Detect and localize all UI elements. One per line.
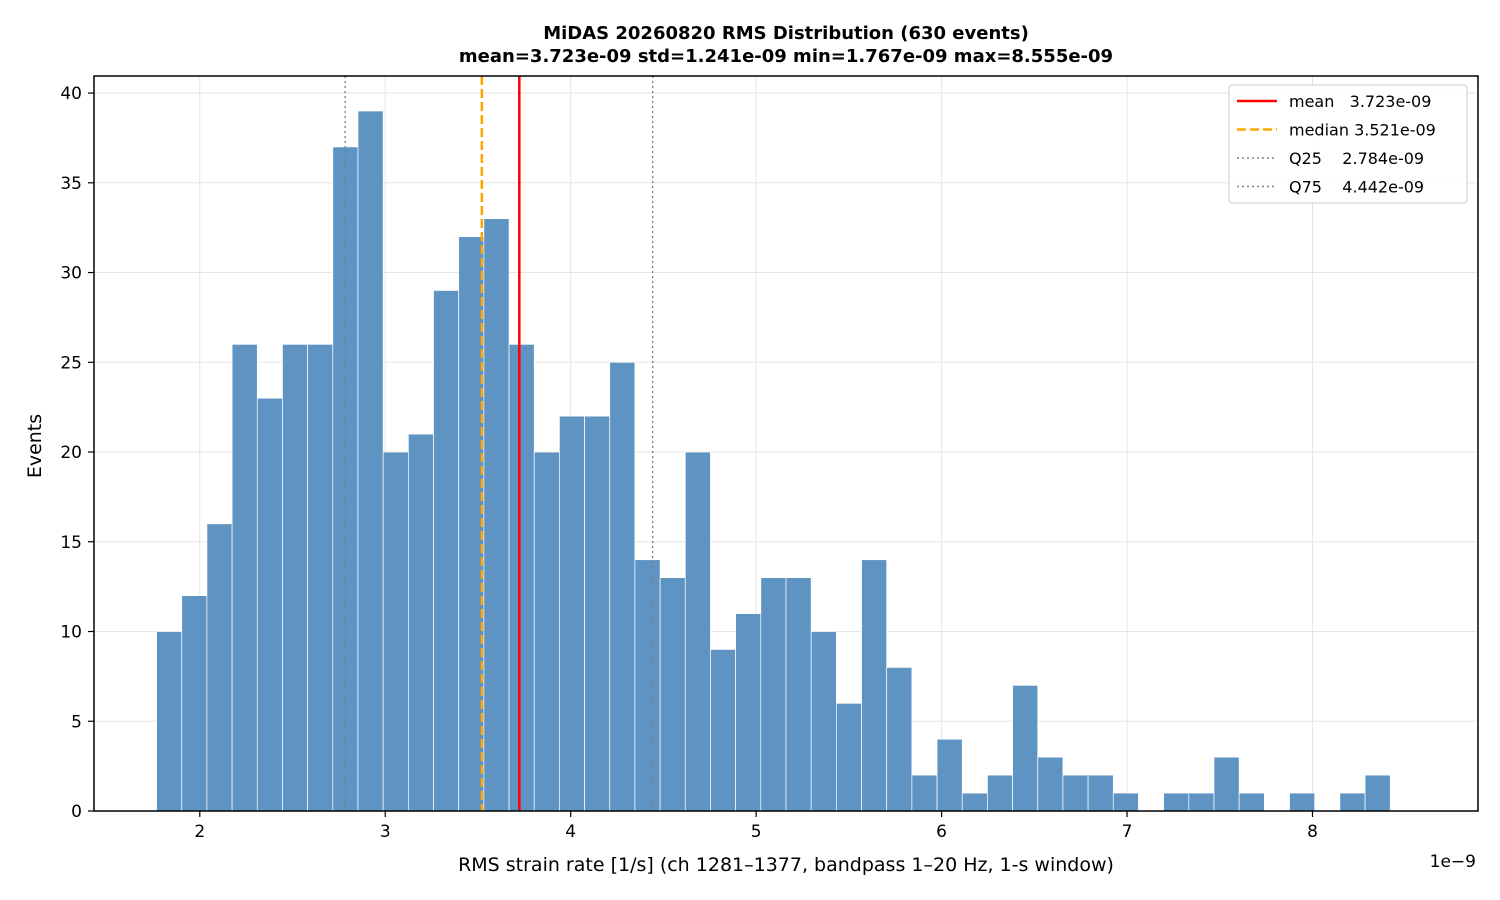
x-tick-label: 3: [380, 822, 391, 842]
histogram-bar: [659, 577, 686, 812]
histogram-bar: [1238, 792, 1265, 812]
histogram-bar: [1339, 792, 1366, 812]
histogram-bar: [785, 577, 812, 812]
y-tick-label: 5: [71, 712, 82, 732]
y-axis-ticks: 0 5 10 15 20 25 30 35 40: [60, 84, 94, 822]
histogram-bars: [156, 110, 1391, 812]
histogram-bar: [483, 218, 510, 812]
y-tick-label: 20: [60, 443, 82, 463]
histogram-bar: [735, 613, 762, 812]
histogram-bar: [634, 559, 661, 812]
chart-subtitle: mean=3.723e-09 std=1.241e-09 min=1.767e-…: [459, 46, 1113, 67]
y-axis-label: Events: [24, 414, 46, 478]
histogram-bar: [1062, 774, 1089, 812]
histogram-bar: [936, 738, 963, 812]
x-tick-label: 4: [565, 822, 576, 842]
legend-label-median: median 3.521e-09: [1289, 121, 1436, 140]
chart-title: MiDAS 20260820 RMS Distribution (630 eve…: [543, 23, 1029, 44]
histogram-bar: [382, 451, 409, 812]
histogram-bar: [357, 110, 384, 812]
histogram-bar: [508, 343, 535, 812]
histogram-bar: [710, 649, 736, 812]
histogram-bar: [911, 774, 938, 812]
x-axis-ticks: 2 3 4 5 6 7 8: [194, 811, 1318, 842]
x-tick-label: 5: [751, 822, 762, 842]
x-tick-label: 8: [1307, 822, 1318, 842]
y-tick-label: 30: [60, 264, 82, 284]
histogram-bar: [206, 523, 233, 812]
histogram-bar: [533, 451, 560, 812]
x-axis-label: RMS strain rate [1/s] (ch 1281–1377, ban…: [458, 854, 1114, 876]
y-tick-label: 10: [60, 623, 82, 643]
histogram-bar: [231, 343, 258, 812]
plot-frame: [93, 75, 1479, 812]
histogram-bar: [181, 595, 208, 812]
histogram-bar: [609, 361, 636, 812]
histogram-bar: [1364, 774, 1391, 812]
histogram-bar: [1087, 774, 1114, 812]
histogram-bar: [156, 631, 183, 812]
x-tick-label: 7: [1122, 822, 1133, 842]
histogram-bar: [1213, 756, 1240, 812]
histogram-bar: [584, 415, 611, 812]
histogram-bar: [1012, 685, 1039, 812]
legend-label-q75: Q75 4.442e-09: [1289, 178, 1424, 197]
y-tick-label: 35: [60, 174, 82, 194]
histogram-bar: [760, 577, 787, 812]
histogram-bar: [256, 397, 283, 812]
histogram-bar: [886, 667, 913, 812]
histogram-bar: [684, 451, 711, 812]
legend-label-mean: mean 3.723e-09: [1289, 92, 1431, 111]
legend: mean 3.723e-09 median 3.521e-09 Q25 2.784e…: [1228, 84, 1468, 204]
histogram-bar: [861, 559, 888, 812]
histogram-bar: [307, 343, 334, 812]
histogram-bar: [1037, 756, 1064, 812]
histogram-bar: [810, 631, 837, 812]
histogram-bar: [433, 290, 460, 812]
histogram-bar: [987, 774, 1013, 812]
histogram-bar: [559, 415, 585, 812]
y-tick-label: 40: [60, 84, 82, 104]
histogram-bar: [458, 236, 485, 812]
y-tick-label: 0: [71, 802, 82, 822]
x-axis-offset-label: 1e−9: [1430, 852, 1476, 872]
histogram-bar: [407, 433, 434, 812]
histogram-bar: [1163, 792, 1190, 812]
y-tick-label: 15: [60, 533, 82, 553]
legend-label-q25: Q25 2.784e-09: [1289, 149, 1424, 168]
y-tick-label: 25: [60, 353, 82, 373]
histogram-bar: [1289, 792, 1316, 812]
x-tick-label: 2: [194, 822, 205, 842]
histogram-bar: [282, 343, 308, 812]
histogram-bar: [1112, 792, 1139, 812]
legend-box: [1228, 84, 1468, 204]
reference-lines: [344, 76, 654, 811]
histogram-bar: [1188, 792, 1215, 812]
histogram-bar: [835, 702, 862, 812]
x-tick-label: 6: [936, 822, 947, 842]
histogram-bar: [961, 792, 988, 812]
